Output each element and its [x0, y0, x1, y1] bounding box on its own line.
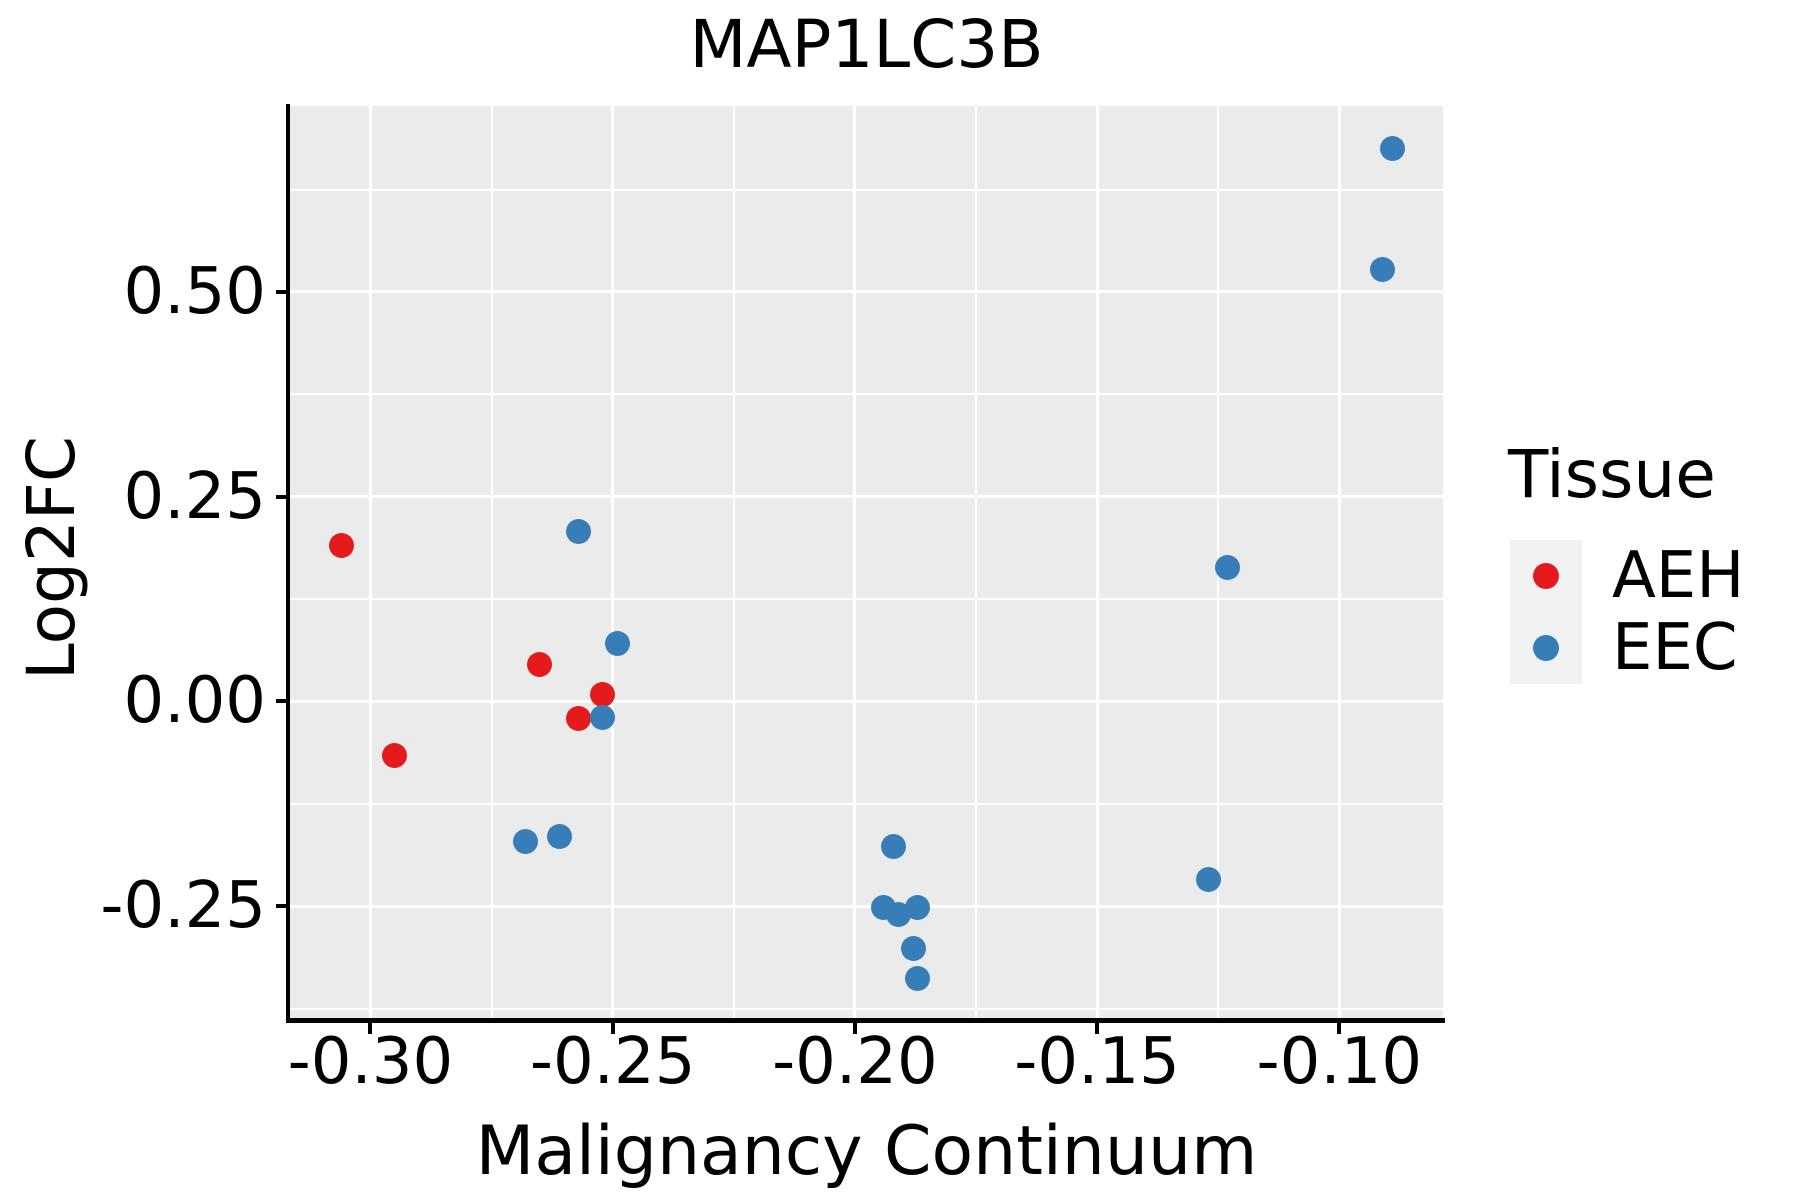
- data-point-eec: [905, 895, 931, 921]
- y-tick-label: 0.25: [123, 459, 267, 534]
- data-point-aeh: [527, 652, 553, 678]
- y-tick: [276, 289, 288, 294]
- legend-label: AEH: [1612, 539, 1745, 613]
- y-tick-label: 0.50: [123, 254, 267, 329]
- legend-key: [1510, 612, 1582, 684]
- y-minor-gridline: [290, 393, 1443, 396]
- x-tick: [852, 1023, 857, 1034]
- data-point-aeh: [382, 742, 408, 768]
- x-tick-label: -0.15: [1014, 1025, 1180, 1099]
- chart-title: MAP1LC3B: [689, 6, 1044, 83]
- x-minor-gridline: [732, 106, 735, 1020]
- data-point-aeh: [328, 533, 354, 559]
- data-point-eec: [881, 833, 907, 859]
- x-major-gridline: [611, 106, 615, 1020]
- data-point-eec: [1380, 136, 1406, 162]
- x-minor-gridline: [490, 106, 493, 1020]
- plot-panel: [290, 106, 1443, 1020]
- y-major-gridline: [290, 290, 1443, 294]
- x-tick: [1095, 1023, 1100, 1034]
- data-point-eec: [512, 828, 538, 854]
- y-minor-gridline: [290, 1007, 1443, 1010]
- legend-dot-aeh: [1533, 563, 1559, 589]
- data-point-eec: [905, 965, 931, 991]
- y-tick: [276, 904, 288, 909]
- y-minor-gridline: [290, 598, 1443, 601]
- legend-label: EEC: [1612, 611, 1738, 685]
- x-major-gridline: [1095, 106, 1099, 1020]
- y-major-gridline: [290, 904, 1443, 908]
- x-major-gridline: [1337, 106, 1341, 1020]
- y-axis-line: [286, 104, 290, 1023]
- y-major-gridline: [290, 495, 1443, 499]
- data-point-eec: [566, 519, 592, 545]
- x-tick: [1337, 1023, 1342, 1034]
- data-point-aeh: [590, 681, 616, 707]
- data-point-eec: [604, 630, 630, 656]
- data-point-aeh: [566, 706, 592, 732]
- data-point-eec: [590, 705, 616, 731]
- y-minor-gridline: [290, 802, 1443, 805]
- x-tick: [610, 1023, 615, 1034]
- x-tick: [368, 1023, 373, 1034]
- x-tick-label: -0.20: [772, 1025, 938, 1099]
- legend-dot-eec: [1533, 635, 1559, 661]
- x-major-gridline: [368, 106, 372, 1020]
- data-point-eec: [1196, 866, 1222, 892]
- x-axis-line: [286, 1018, 1445, 1023]
- data-point-eec: [1370, 257, 1396, 283]
- x-major-gridline: [853, 106, 857, 1020]
- x-tick-label: -0.30: [287, 1025, 454, 1099]
- y-axis-title: Log2FC: [13, 436, 90, 680]
- x-tick-label: -0.25: [529, 1025, 696, 1099]
- x-axis-title: Malignancy Continuum: [475, 1112, 1258, 1191]
- x-tick-label: -0.10: [1256, 1025, 1423, 1099]
- data-point-eec: [900, 936, 926, 962]
- y-tick: [276, 494, 288, 499]
- y-major-gridline: [290, 699, 1443, 703]
- data-point-eec: [1215, 554, 1241, 580]
- y-tick-label: 0.00: [123, 664, 267, 739]
- y-minor-gridline: [290, 188, 1443, 191]
- legend-title: Tissue: [1508, 436, 1716, 513]
- y-tick-label: -0.25: [100, 869, 266, 944]
- y-tick: [276, 699, 288, 704]
- legend-key: [1510, 540, 1582, 612]
- data-point-eec: [546, 824, 572, 850]
- x-minor-gridline: [974, 106, 977, 1020]
